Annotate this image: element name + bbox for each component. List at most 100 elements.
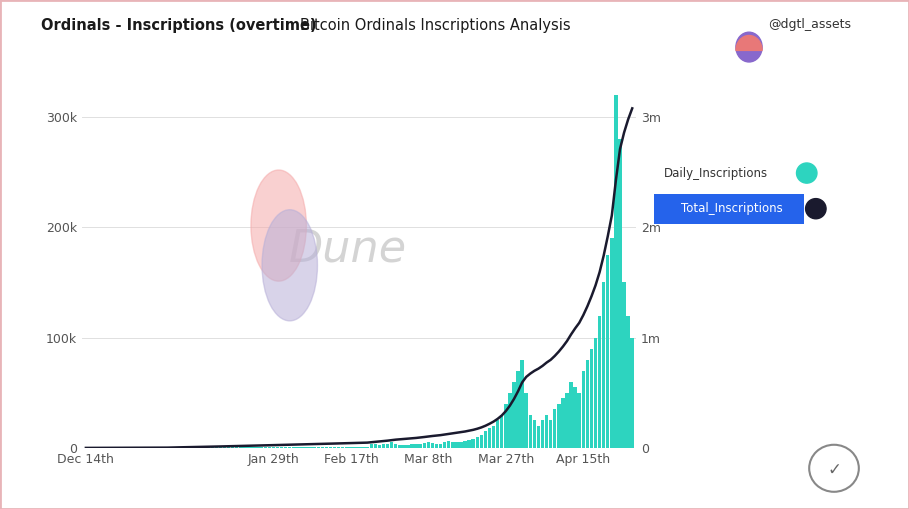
Bar: [357, 446, 361, 448]
Wedge shape: [736, 36, 762, 50]
Circle shape: [736, 32, 762, 62]
Bar: [333, 447, 336, 448]
Bar: [516, 371, 520, 448]
Bar: [435, 444, 438, 448]
Bar: [313, 447, 316, 448]
Bar: [496, 420, 499, 448]
Bar: [362, 447, 365, 448]
Bar: [488, 428, 491, 448]
Bar: [513, 382, 515, 448]
Bar: [288, 446, 292, 448]
Bar: [390, 442, 394, 448]
Bar: [170, 446, 174, 448]
Bar: [574, 387, 577, 448]
Bar: [385, 443, 389, 448]
Bar: [577, 393, 581, 448]
Text: Daily_Inscriptions: Daily_Inscriptions: [664, 166, 768, 180]
Bar: [345, 447, 348, 448]
Bar: [305, 447, 308, 448]
Bar: [316, 447, 320, 448]
Bar: [272, 447, 275, 448]
Circle shape: [796, 163, 817, 183]
Bar: [492, 426, 495, 448]
Bar: [508, 393, 512, 448]
Bar: [354, 447, 356, 448]
Text: Ordinals - Inscriptions (overtime): Ordinals - Inscriptions (overtime): [41, 18, 316, 33]
Bar: [565, 393, 569, 448]
Bar: [206, 447, 210, 448]
Bar: [464, 441, 467, 448]
Bar: [528, 415, 532, 448]
Bar: [215, 447, 218, 448]
Bar: [398, 445, 402, 448]
Bar: [524, 393, 528, 448]
Bar: [280, 447, 284, 448]
Bar: [475, 437, 479, 448]
Bar: [247, 447, 251, 448]
Bar: [244, 447, 246, 448]
Bar: [610, 238, 614, 448]
Bar: [431, 443, 435, 448]
Bar: [406, 445, 410, 448]
Bar: [382, 444, 385, 448]
Bar: [447, 441, 451, 448]
Bar: [500, 415, 504, 448]
Text: Total_Inscriptions: Total_Inscriptions: [681, 202, 783, 215]
Bar: [292, 447, 295, 448]
Bar: [219, 447, 222, 448]
Bar: [410, 444, 414, 448]
Bar: [211, 447, 214, 448]
Bar: [618, 139, 622, 448]
Bar: [459, 442, 463, 448]
Bar: [255, 447, 259, 448]
Bar: [426, 442, 430, 448]
Bar: [198, 447, 202, 448]
Bar: [598, 316, 602, 448]
Bar: [467, 440, 471, 448]
Bar: [536, 426, 540, 448]
Bar: [504, 404, 507, 448]
Bar: [186, 447, 190, 448]
Bar: [365, 447, 369, 448]
Bar: [602, 282, 605, 448]
Bar: [296, 447, 300, 448]
Bar: [235, 447, 238, 448]
Bar: [223, 447, 226, 448]
Bar: [626, 316, 630, 448]
Bar: [239, 447, 243, 448]
Bar: [553, 409, 556, 448]
Bar: [631, 337, 634, 448]
Bar: [451, 442, 454, 448]
Bar: [190, 447, 194, 448]
Bar: [402, 445, 405, 448]
Bar: [544, 415, 548, 448]
Text: Bitcoin Ordinals Inscriptions Analysis: Bitcoin Ordinals Inscriptions Analysis: [300, 18, 571, 33]
Bar: [561, 398, 564, 448]
Bar: [259, 447, 263, 448]
Bar: [178, 447, 182, 448]
Bar: [484, 432, 487, 448]
Bar: [264, 447, 267, 448]
Bar: [231, 447, 235, 448]
Bar: [418, 443, 422, 448]
Bar: [227, 447, 230, 448]
Text: Dune: Dune: [289, 228, 407, 271]
Bar: [455, 442, 459, 448]
Bar: [480, 435, 483, 448]
Bar: [321, 447, 325, 448]
Bar: [251, 447, 255, 448]
Bar: [606, 255, 610, 448]
Ellipse shape: [262, 210, 317, 321]
Bar: [349, 447, 353, 448]
Bar: [594, 337, 597, 448]
Bar: [308, 447, 312, 448]
Bar: [472, 439, 474, 448]
Bar: [415, 444, 418, 448]
Circle shape: [805, 199, 826, 219]
Bar: [325, 447, 328, 448]
Bar: [374, 443, 377, 448]
Bar: [585, 360, 589, 448]
Bar: [182, 447, 185, 448]
Bar: [549, 420, 553, 448]
Text: ✓: ✓: [827, 461, 841, 478]
